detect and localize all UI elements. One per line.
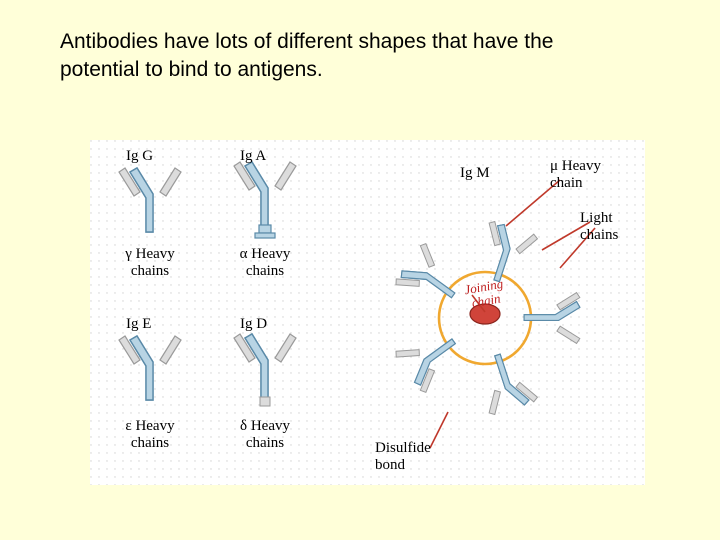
igG-label: Ig G bbox=[126, 148, 153, 165]
igM-light2: chains bbox=[580, 227, 618, 243]
igA-sub: α Heavy chains bbox=[225, 246, 305, 279]
igM-heavy1: μ Heavy bbox=[550, 158, 601, 174]
slide-title: Antibodies have lots of different shapes… bbox=[60, 28, 620, 85]
igM-light-label: Light chains bbox=[580, 210, 650, 243]
igG-sub1: γ Heavy bbox=[125, 246, 175, 262]
igM-light1: Light bbox=[580, 210, 613, 226]
igM-heavy-label: μ Heavy chain bbox=[550, 158, 630, 191]
igG-sub2: chains bbox=[131, 263, 169, 279]
disulf1: Disulfide bbox=[375, 440, 431, 456]
igD-sub: δ Heavy chains bbox=[225, 418, 305, 451]
igD-sub2: chains bbox=[246, 435, 284, 451]
igE-sub: ε Heavy chains bbox=[110, 418, 190, 451]
igA-sub1: α Heavy bbox=[240, 246, 291, 262]
disulf2: bond bbox=[375, 457, 405, 473]
igM-heavy2: chain bbox=[550, 175, 582, 191]
igM-label: Ig M bbox=[460, 165, 490, 182]
disulfide-label: Disulfide bond bbox=[375, 440, 465, 473]
igA-label: Ig A bbox=[240, 148, 266, 165]
igD-sub1: δ Heavy bbox=[240, 418, 290, 434]
igG-sub: γ Heavy chains bbox=[110, 246, 190, 279]
igE-sub2: chains bbox=[131, 435, 169, 451]
igE-sub1: ε Heavy bbox=[125, 418, 174, 434]
antibody-figure: Ig G Ig A γ Heavy chains α Heavy chains … bbox=[90, 140, 645, 485]
igD-label: Ig D bbox=[240, 316, 267, 333]
igA-sub2: chains bbox=[246, 263, 284, 279]
igE-label: Ig E bbox=[126, 316, 151, 333]
